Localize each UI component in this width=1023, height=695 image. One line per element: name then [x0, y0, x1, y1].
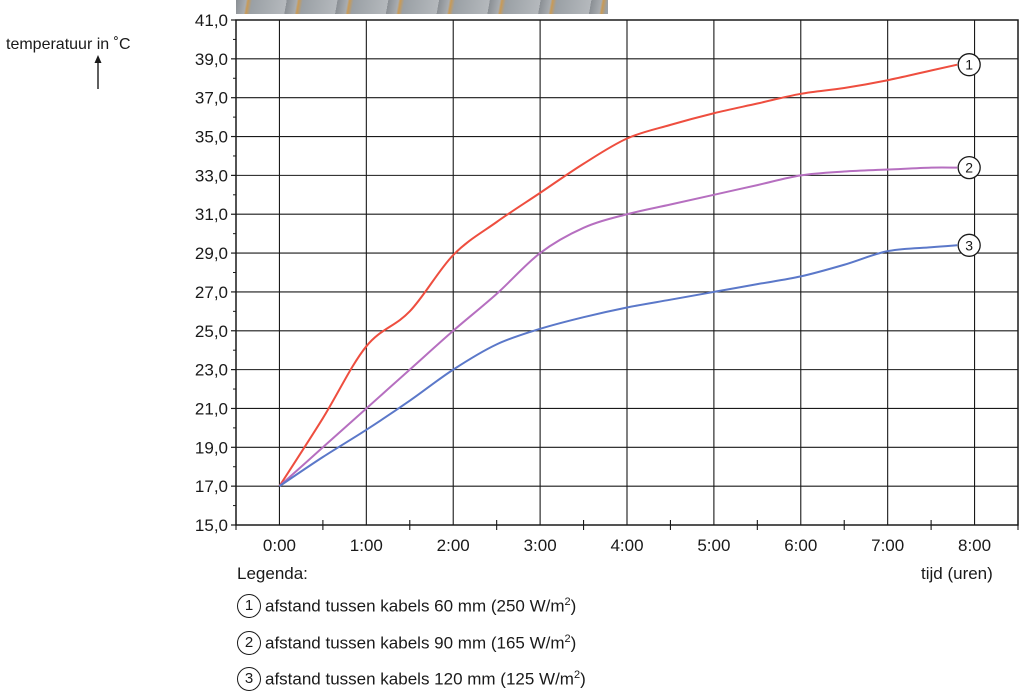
y-tick-label: 31,0: [195, 205, 228, 224]
y-tick-label: 29,0: [195, 244, 228, 263]
x-tick-label: 0:00: [263, 536, 296, 555]
x-tick-label: 6:00: [784, 536, 817, 555]
series-line-3: [278, 244, 958, 487]
series-end-markers: 1 2 3: [957, 53, 981, 257]
y-tick-label: 37,0: [195, 89, 228, 108]
legend-sup: 2: [564, 595, 571, 608]
ticks: 15,0 17,0 19,0 21,0 23,0 25,0 27,0 29,0 31,0 33,0…: [195, 11, 1019, 555]
y-axis-arrow: [94, 55, 102, 89]
series-end-marker-1: [957, 53, 981, 77]
legend-label: afstand tussen kabels 120 mm (125 W/m: [265, 669, 574, 689]
y-tick-label: 21,0: [195, 399, 228, 418]
legend-suffix: ): [580, 669, 586, 689]
header-photo-strip: [236, 0, 608, 14]
y-tick-label: 15,0: [195, 516, 228, 535]
series-end-marker-label: 1: [965, 57, 973, 73]
legend-label: afstand tussen kabels 90 mm (165 W/m: [265, 633, 565, 653]
x-tick-label: 1:00: [350, 536, 383, 555]
legend-marker: 1: [237, 594, 261, 618]
y-tick-label: 17,0: [195, 477, 228, 496]
y-tick-label: 35,0: [195, 128, 228, 147]
series-lines: [278, 63, 958, 487]
y-tick-label: 23,0: [195, 361, 228, 380]
legend-item-1: 1 afstand tussen kabels 60 mm (250 W/m2): [237, 594, 576, 618]
legend-marker: 2: [237, 631, 261, 655]
legend-item-2: 2 afstand tussen kabels 90 mm (165 W/m2): [237, 631, 576, 655]
series-end-marker-label: 2: [965, 160, 973, 176]
x-tick-label: 4:00: [610, 536, 643, 555]
x-axis-label: tijd (uren): [921, 564, 993, 583]
legend-marker: 3: [237, 667, 261, 691]
y-tick-label: 27,0: [195, 283, 228, 302]
y-tick-label: 39,0: [195, 50, 228, 69]
legend-suffix: ): [570, 596, 577, 616]
y-tick-label: 25,0: [195, 322, 228, 341]
series-line-2: [278, 166, 958, 487]
series-end-marker-label: 3: [965, 237, 973, 253]
series-end-marker-3: [957, 233, 981, 257]
series-end-marker-2: [957, 155, 981, 180]
x-tick-label: 3:00: [524, 536, 557, 555]
legend-title: Legenda:: [237, 564, 308, 583]
y-tick-label: 41,0: [195, 11, 228, 30]
x-tick-label: 5:00: [697, 536, 730, 555]
grid: [236, 19, 1018, 526]
x-tick-label: 7:00: [871, 536, 904, 555]
y-tick-label: 33,0: [195, 166, 228, 185]
legend-suffix: ): [570, 633, 577, 653]
legend-sup: 2: [564, 632, 571, 645]
y-axis-label: temperatuur in ˚C: [6, 36, 131, 53]
legend-sup: 2: [573, 668, 581, 681]
legend-item-3: 3 afstand tussen kabels 120 mm (125 W/m2…: [237, 667, 586, 691]
x-tick-label: 8:00: [958, 536, 991, 555]
x-tick-label: 2:00: [437, 536, 470, 555]
legend-label: afstand tussen kabels 60 mm (250 W/m: [265, 596, 565, 616]
temperature-chart: 15,0 17,0 19,0 21,0 23,0 25,0 27,0 29,0 31,0 33,0…: [6, 11, 1019, 555]
series-line-1: [278, 63, 958, 487]
y-tick-label: 19,0: [195, 438, 228, 457]
